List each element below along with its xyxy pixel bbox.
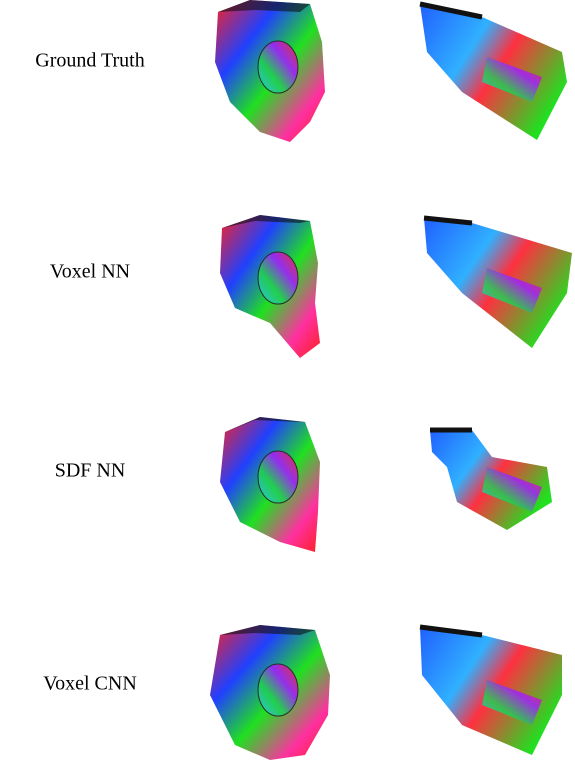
render-left <box>220 417 320 552</box>
figure-row: Voxel CNN <box>43 625 562 760</box>
shape-detail <box>258 451 298 503</box>
shape-detail <box>258 41 298 93</box>
row-label: Voxel CNN <box>43 673 137 695</box>
figure: Ground Truth Voxel NN SDF NN Voxel CNN <box>0 0 575 764</box>
render-left <box>215 0 325 142</box>
shape-detail <box>258 664 298 716</box>
shape-detail <box>258 252 298 304</box>
render-left <box>210 625 330 760</box>
figure-row: SDF NN <box>55 417 552 552</box>
render-right <box>430 430 552 530</box>
row-label: Voxel NN <box>50 261 130 283</box>
row-label: Ground Truth <box>35 50 144 72</box>
shape-shadow <box>218 0 310 12</box>
render-right <box>420 627 562 755</box>
render-right <box>424 218 572 348</box>
render-left <box>220 215 320 358</box>
figure-row: Voxel NN <box>50 215 572 358</box>
row-label: SDF NN <box>55 460 126 482</box>
render-right <box>420 4 567 140</box>
shape-shadow <box>220 625 315 635</box>
figure-row: Ground Truth <box>35 0 567 142</box>
